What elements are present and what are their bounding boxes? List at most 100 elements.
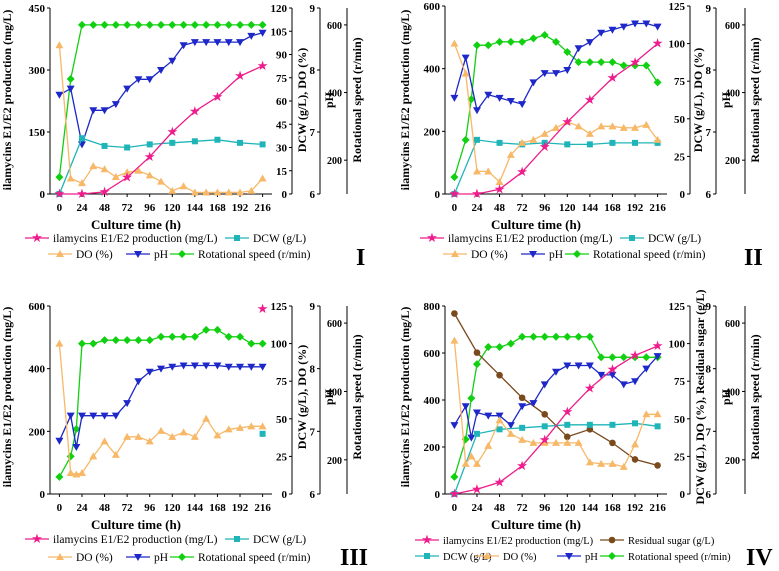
data-point-ph [484, 412, 493, 420]
data-point-do [631, 123, 640, 131]
left-axis-tick-label: 400 [424, 395, 441, 407]
data-point-do [111, 172, 120, 180]
axis2-tick-label: 50 [674, 414, 686, 426]
data-point-do [134, 432, 143, 440]
data-point-rs [111, 20, 120, 29]
panel-III-axis2-label: DCW (g/L), DO (%) [295, 345, 309, 449]
rs-axis-tick-label: 400 [327, 387, 342, 398]
data-point-do [540, 129, 549, 137]
data-point-ph [111, 101, 120, 109]
axis2-tick-label: 50 [674, 114, 686, 126]
data-point-dcw [541, 423, 548, 430]
data-point-ph [653, 23, 662, 31]
data-point-ph [608, 26, 617, 34]
legend-swatch-marker-do [483, 552, 491, 559]
data-point-do [123, 432, 132, 440]
data-point-dcw [564, 141, 571, 148]
panel-IV-ph-axis-label: pH [719, 388, 733, 405]
ph-axis-tick-label: 8 [310, 364, 316, 376]
series-dcw [259, 430, 266, 437]
data-point-rs [247, 339, 256, 348]
data-point-ila: ★ [607, 70, 619, 85]
data-point-rs [157, 332, 165, 341]
data-point-ph [540, 70, 549, 78]
data-point-do [642, 410, 651, 418]
data-point-ph [585, 362, 594, 370]
data-point-dcw [496, 426, 503, 433]
legend-label-dcw: DCW (g/L) [648, 233, 701, 245]
data-point-rs [179, 332, 188, 341]
data-point-dcw [78, 135, 85, 142]
legend-label-ph: pH [549, 249, 563, 261]
series-do [450, 336, 662, 470]
legend: ★ ilamycins E1/E2 production (mg/L) DCW (g… [25, 230, 311, 261]
data-point-do [574, 438, 583, 446]
ph-axis-tick-label: 9 [706, 301, 712, 313]
legend-label-dcw: DCW (g/L) [253, 233, 306, 245]
data-point-ph [461, 54, 470, 62]
left-axis-tick-label: 150 [29, 127, 46, 139]
panel-II-axis2-label: DCW (g/L), DO (%) [691, 48, 705, 152]
data-point-do [77, 179, 86, 187]
panel-I-axis2-label: DCW (g/L), DO (%) [295, 48, 309, 152]
data-point-ila: ★ [629, 54, 641, 69]
data-point-do [653, 135, 662, 143]
data-point-do [157, 426, 165, 434]
data-point-rs [77, 20, 86, 29]
data-point-dcw [654, 423, 661, 430]
legend-swatch-marker-ph [134, 554, 142, 561]
axis2-tick-label: 120 [271, 3, 288, 15]
data-point-ila: ★ [652, 338, 664, 353]
data-point-rs [597, 353, 606, 362]
data-point-do [585, 458, 594, 466]
left-axis-tick-label: 800 [424, 301, 441, 313]
data-point-ila: ★ [189, 103, 201, 118]
x-axis-tick-label: 24 [471, 502, 483, 514]
data-point-rs [472, 41, 481, 50]
data-point-sugar [473, 349, 481, 356]
data-point-ph [236, 39, 245, 47]
panel-I-left-axis-label: ilamycins E1/E2 production (mg/L) [0, 10, 14, 191]
data-point-rs [574, 58, 583, 67]
data-point-do [450, 336, 459, 344]
legend-swatch-marker-ila: ★ [31, 531, 43, 546]
axis2-tick-label: 100 [669, 339, 686, 351]
axis2-tick-label: 15 [276, 166, 288, 178]
ph-axis-tick-label: 6 [706, 189, 712, 201]
panel-IV-axis2-label: DCW (g/L), DO (%), Residual sugar (g/L) [693, 290, 707, 505]
series-line-rs [453, 34, 659, 178]
data-point-do [258, 174, 267, 182]
data-point-rs [157, 20, 165, 29]
legend: ★ ilamycins E1/E2 production (mg/L) DCW (g… [420, 230, 706, 261]
data-point-rs [467, 394, 476, 403]
data-point-ph [574, 362, 583, 370]
series-line-do [58, 343, 263, 476]
data-point-do [506, 150, 515, 158]
data-point-ila: ★ [76, 186, 88, 201]
data-point-do [190, 188, 199, 196]
x-axis-tick-label: 192 [232, 502, 249, 514]
data-point-rs [484, 41, 493, 50]
data-point-dcw [214, 136, 221, 143]
data-point-ph [450, 94, 459, 102]
data-point-sugar [541, 410, 549, 418]
data-point-ph [179, 362, 188, 370]
legend-label-do: DO (%) [76, 552, 113, 564]
rs-axis-tick-label: 200 [327, 156, 342, 167]
data-point-dcw [541, 139, 548, 146]
panel-IV-plot: 0 200 400 600 800 0 25 50 75 100 125 6 7 8 9 200 400 600 0… [415, 301, 746, 563]
data-point-ph [89, 412, 98, 420]
ph-axis-tick-label: 7 [706, 127, 712, 139]
axis2-tick-label: 0 [282, 189, 288, 201]
rs-axis-tick-label: 600 [725, 319, 740, 330]
data-point-rs [608, 58, 617, 67]
data-point-do [518, 435, 527, 443]
data-point-do [518, 138, 527, 146]
ph-axis-tick-label: 7 [310, 127, 316, 139]
data-point-ph [619, 23, 628, 31]
data-point-ph [518, 101, 527, 109]
data-point-rs [506, 339, 515, 348]
data-point-rs [213, 20, 222, 29]
data-point-ph [55, 91, 64, 99]
